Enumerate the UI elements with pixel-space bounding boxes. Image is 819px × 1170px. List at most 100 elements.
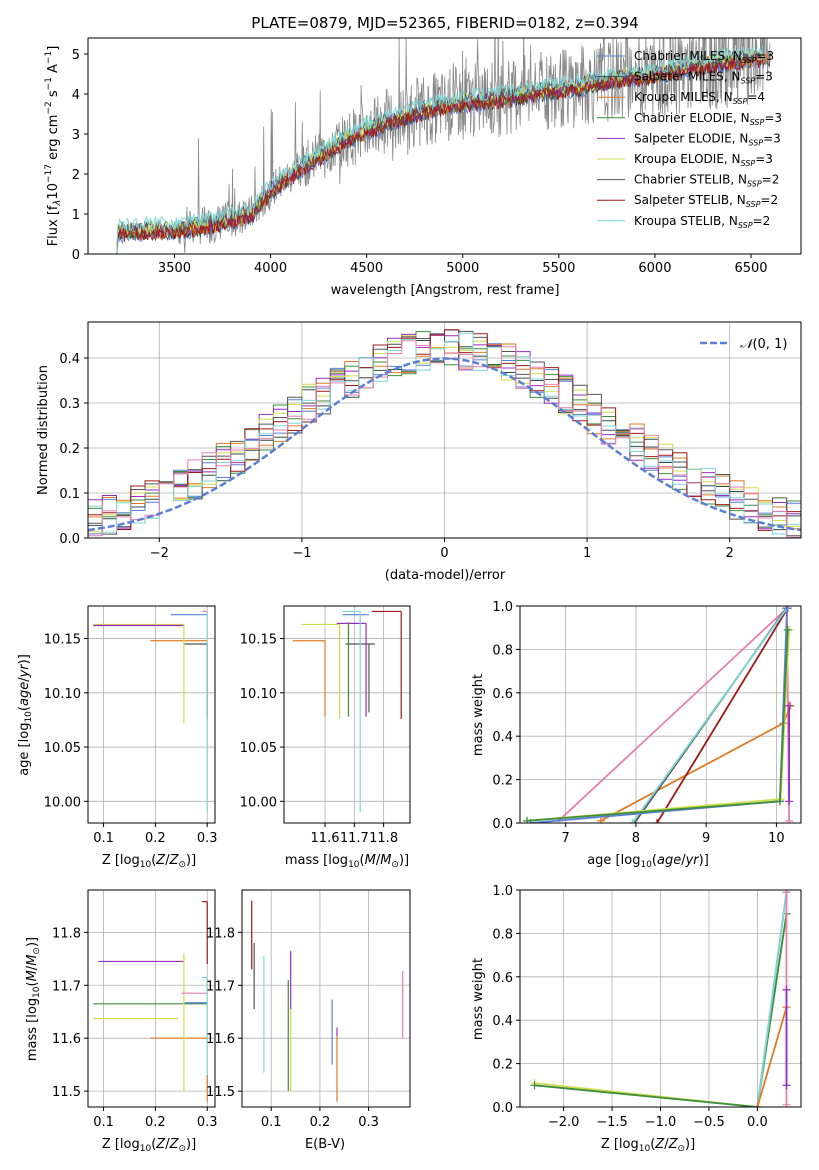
- ytick-label: 11.7: [206, 979, 235, 994]
- ytick-label: 0.6: [492, 971, 513, 986]
- residuals-steps: [88, 329, 801, 538]
- spectrum-ytick-label: 4: [72, 88, 80, 103]
- panel-frame: [241, 889, 411, 1108]
- wAge-ylabel: mass weight: [471, 674, 486, 756]
- ytick-label: 10.10: [240, 687, 277, 702]
- ytick-label: 11.6: [52, 1032, 81, 1047]
- spectrum-xtick-label: 4500: [350, 261, 383, 276]
- residuals-ytick-label: 0.1: [59, 487, 80, 502]
- residuals-legend: 𝒩(0, 1): [700, 337, 787, 352]
- xtick-label: 0.2: [145, 1115, 166, 1130]
- ytick-label: 0.8: [492, 927, 513, 942]
- mass-vs-EBV-panel: 0.1 0.2 0.3 11.5 11.6 11.7 11.8: [206, 889, 411, 1130]
- mass-vs-Z-panel: 0.1 0.2 0.3 11.5 11.6 11.7 11.8: [52, 889, 218, 1130]
- xtick-label: 0.1: [261, 1115, 282, 1130]
- weight-line: [656, 607, 789, 823]
- ytick-label: 11.7: [52, 979, 81, 994]
- xtick-label: 10: [768, 831, 785, 846]
- residuals-xtick-label: 1: [583, 546, 591, 561]
- ytick-label: 10.05: [44, 741, 81, 756]
- panel-marks: [251, 900, 404, 1102]
- weight-line: [534, 913, 788, 1107]
- ytick-label: 0.8: [492, 643, 513, 658]
- ytick-label: 1.0: [492, 884, 513, 899]
- legend-label: Salpeter MILES, NSSP=3: [634, 70, 773, 86]
- xtick-label: 0.3: [358, 1115, 379, 1130]
- xtick-label: −1.5: [596, 1115, 628, 1130]
- legend-label: Salpeter ELODIE, NSSP=3: [634, 131, 781, 147]
- residuals-xlabel: (data-model)/error: [385, 568, 506, 583]
- xtick-label: 0.1: [93, 831, 114, 846]
- ytick-label: 0.0: [492, 1101, 513, 1116]
- xtick-label: −0.5: [693, 1115, 725, 1130]
- spectrum-xtick-label: 6000: [638, 261, 671, 276]
- xtick-label: 0.2: [310, 1115, 331, 1130]
- xtick-label: 11.6: [311, 831, 340, 846]
- ageZ-ylabel: age [log10(age/yr)]: [17, 654, 34, 776]
- xtick-label: −1.0: [645, 1115, 677, 1130]
- spectrum-panel: 3500 4000 4500 5000 5500 6000 6500 0 1 2 3 4 5 wavel…: [44, 37, 802, 298]
- spectrum-ylabel: Flux [fλ10−17 erg cm−2 s−1 A−1]: [44, 46, 63, 247]
- xtick-label: 0.3: [197, 1115, 218, 1130]
- weight-vs-Z-panel: −2.0 −1.5 −1.0 −0.5 0.0 0.0 0.2 0.4 0.6 0.8 1.0: [492, 884, 802, 1130]
- ytick-label: 10.00: [44, 795, 81, 810]
- wZ-xlabel: Z [log10(Z/Z⊙)]: [601, 1137, 695, 1154]
- xtick-label: 11.8: [369, 831, 398, 846]
- residuals-xtick-label: 2: [726, 546, 734, 561]
- massZ-xlabel: Z [log10(Z/Z⊙)]: [102, 1137, 196, 1154]
- panel-marks: [93, 901, 208, 1102]
- spectrum-lines: [116, 38, 771, 254]
- wAge-xlabel: age [log10(age/yr)]: [587, 853, 709, 870]
- ytick-label: 10.05: [240, 741, 277, 756]
- figure-title: PLATE=0879, MJD=52365, FIBERID=0182, z=0…: [251, 14, 638, 32]
- weight-vs-age-panel: 7 8 9 10 0.0 0.2 0.4 0.6 0.8 1.0: [492, 600, 802, 846]
- massZ-ylabel: mass [log10(M/M⊙)]: [25, 937, 42, 1061]
- ytick-label: 11.8: [52, 926, 81, 941]
- age-vs-mass-panel: 11.6 11.7 11.8 10.00 10.05 10.10 10.15: [240, 605, 411, 846]
- weight-line: [756, 892, 788, 1107]
- ytick-label: 10.10: [44, 687, 81, 702]
- model-spectrum-line: [116, 45, 764, 254]
- ageM-xlabel: mass [log10(M/M⊙)]: [285, 853, 409, 870]
- xtick-label: 0.2: [145, 831, 166, 846]
- residuals-ytick-label: 0.3: [59, 397, 80, 412]
- panel-frame: [87, 605, 216, 824]
- legend-label: Kroupa ELODIE, NSSP=3: [634, 152, 773, 168]
- spectrum-xtick-label: 3500: [158, 261, 191, 276]
- ytick-label: 11.5: [52, 1085, 81, 1100]
- xtick-label: 9: [702, 831, 710, 846]
- panel-marks: [292, 610, 402, 813]
- ytick-label: 0.2: [492, 774, 513, 789]
- legend-gaussian-label: 𝒩(0, 1): [740, 337, 787, 352]
- panel-frame: [519, 605, 802, 824]
- spectrum-ytick-label: 0: [72, 248, 80, 263]
- spectrum-xtick-label: 5500: [542, 261, 575, 276]
- residuals-xtick-label: −1: [292, 546, 311, 561]
- residual-histogram: [88, 332, 801, 538]
- residuals-ytick-label: 0.0: [59, 532, 80, 547]
- xtick-label: 11.7: [340, 831, 369, 846]
- ytick-label: 0.6: [492, 687, 513, 702]
- legend-label: Chabrier MILES, NSSP=3: [634, 49, 774, 65]
- massE-xlabel: E(B-V): [305, 1137, 345, 1152]
- panel-marks: [530, 890, 791, 1107]
- legend-label: Kroupa STELIB, NSSP=2: [634, 214, 770, 230]
- ytick-label: 10.15: [240, 633, 277, 648]
- spectrum-ytick-label: 3: [72, 128, 80, 143]
- ytick-label: 0.4: [492, 1014, 513, 1029]
- ytick-label: 0.2: [492, 1058, 513, 1073]
- gaussian-curve: [88, 357, 801, 532]
- panel-frame: [87, 889, 216, 1108]
- xtick-label: 8: [632, 831, 640, 846]
- ytick-label: 11.5: [206, 1085, 235, 1100]
- legend-label: Salpeter STELIB, NSSP=2: [634, 193, 778, 209]
- xtick-label: 0.1: [93, 1115, 114, 1130]
- spectrum-xtick-label: 4000: [254, 261, 287, 276]
- residuals-xtick-label: 0: [440, 546, 448, 561]
- ytick-label: 0.0: [492, 817, 513, 832]
- ytick-label: 11.8: [206, 926, 235, 941]
- ytick-label: 1.0: [492, 600, 513, 615]
- ytick-label: 0.4: [492, 730, 513, 745]
- legend-label: Chabrier ELODIE, NSSP=3: [634, 111, 782, 127]
